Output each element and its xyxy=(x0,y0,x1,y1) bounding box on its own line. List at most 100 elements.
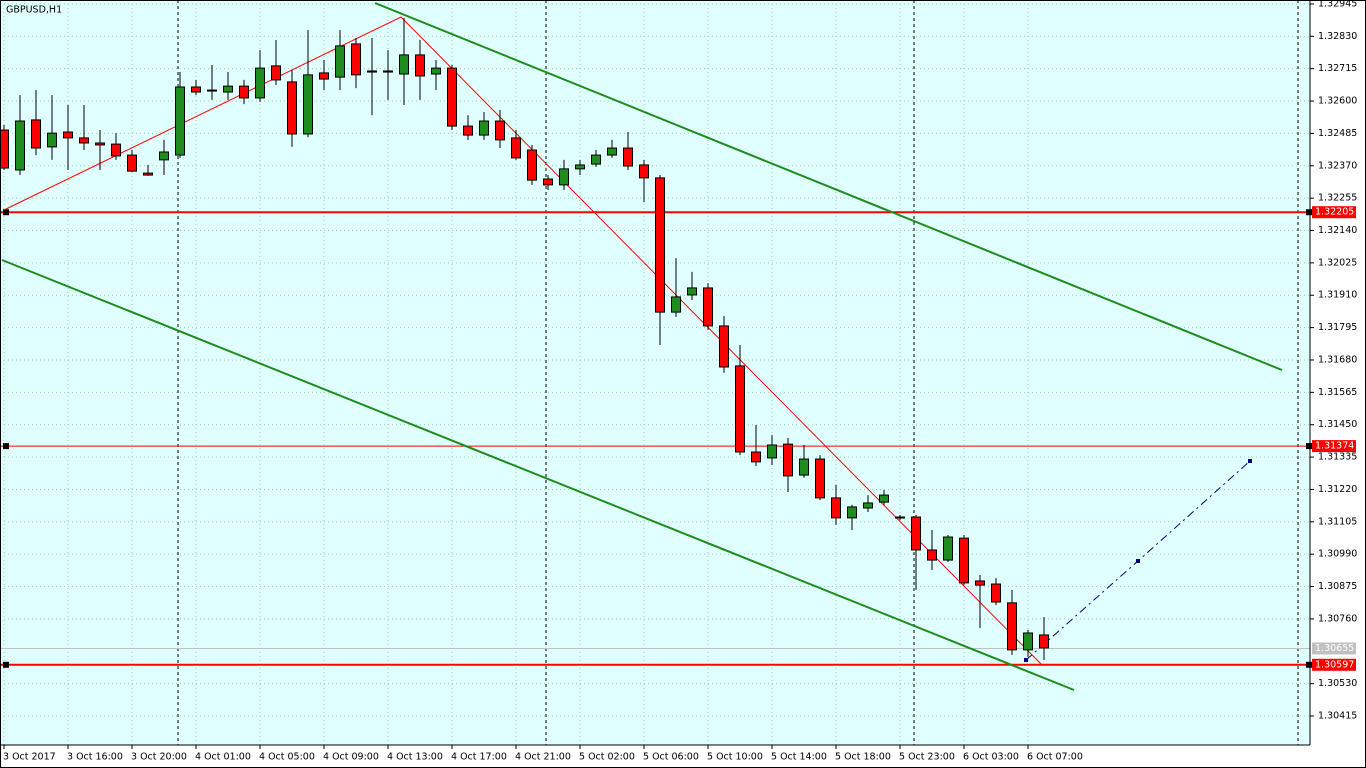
candle-body xyxy=(15,120,25,171)
level-label: 1.31374 xyxy=(1315,441,1354,452)
y-tick-label: 1.32370 xyxy=(1318,160,1357,171)
candle-body xyxy=(815,458,825,499)
channel-line xyxy=(374,2,1283,371)
candle-body xyxy=(703,287,713,327)
level-handle xyxy=(3,209,9,216)
bid-label-box xyxy=(1312,642,1356,655)
y-tick-label: 1.31335 xyxy=(1318,452,1357,463)
candle-body xyxy=(639,164,649,179)
x-tick-label: 4 Oct 09:00 xyxy=(323,752,379,763)
x-tick-label: 5 Oct 06:00 xyxy=(643,752,699,763)
y-tick-label: 1.32830 xyxy=(1318,31,1357,42)
level-handle xyxy=(1306,443,1312,450)
candle-body xyxy=(975,580,985,586)
y-tick-label: 1.30990 xyxy=(1318,549,1357,560)
candle-body xyxy=(223,85,233,93)
candle-body xyxy=(1023,632,1033,651)
level-label: 1.32205 xyxy=(1315,207,1354,218)
candle-body xyxy=(847,506,857,519)
y-tick-label: 1.32600 xyxy=(1318,96,1357,107)
candle-body xyxy=(207,89,217,92)
candle-body xyxy=(927,549,937,561)
candle-body xyxy=(1007,602,1017,651)
candle-body xyxy=(0,129,9,169)
candle-body xyxy=(383,70,393,73)
candle-body xyxy=(527,149,537,181)
candle-body xyxy=(767,444,777,459)
x-tick-label: 4 Oct 05:00 xyxy=(259,752,315,763)
y-tick-label: 1.31220 xyxy=(1318,484,1357,495)
candle-body xyxy=(351,43,361,76)
candle-body xyxy=(943,536,953,561)
y-tick-label: 1.32945 xyxy=(1318,0,1357,9)
candle-body xyxy=(863,502,873,509)
level-handle xyxy=(1306,661,1312,668)
y-tick-label: 1.32025 xyxy=(1318,257,1357,268)
candle-body xyxy=(607,147,617,156)
candle-body xyxy=(79,137,89,144)
candle-body xyxy=(367,70,377,73)
y-tick-label: 1.31795 xyxy=(1318,322,1357,333)
x-tick-label: 5 Oct 23:00 xyxy=(899,752,955,763)
candle-body xyxy=(783,443,793,477)
x-tick-label: 5 Oct 18:00 xyxy=(835,752,891,763)
y-tick-label: 1.31680 xyxy=(1318,354,1357,365)
y-tick-label: 1.31105 xyxy=(1318,516,1357,527)
candle-body xyxy=(751,451,761,463)
candle-body xyxy=(991,583,1001,603)
candle-body xyxy=(895,516,905,519)
candle-body xyxy=(879,494,889,503)
y-tick-label: 1.31565 xyxy=(1318,387,1357,398)
candle-body xyxy=(287,81,297,135)
x-tick-label: 4 Oct 01:00 xyxy=(195,752,251,763)
candle-body xyxy=(31,119,41,149)
candle-body xyxy=(447,67,457,127)
y-tick-label: 1.32485 xyxy=(1318,128,1357,139)
candle-body xyxy=(559,168,569,186)
x-tick-label: 6 Oct 03:00 xyxy=(963,752,1019,763)
level-label-box xyxy=(1312,206,1356,219)
plot-background xyxy=(0,0,1310,745)
candle-body xyxy=(591,154,601,165)
candle-body xyxy=(1039,634,1049,649)
candle-body xyxy=(431,67,441,75)
candle-body xyxy=(671,296,681,313)
candle-layer xyxy=(0,18,1049,661)
zigzag-line xyxy=(3,16,1043,666)
candle-body xyxy=(735,365,745,453)
level-label: 1.30597 xyxy=(1315,659,1354,670)
candle-body xyxy=(47,132,57,148)
y-tick-label: 1.30530 xyxy=(1318,678,1357,689)
level-handle xyxy=(3,443,9,450)
y-tick-label: 1.32255 xyxy=(1318,193,1357,204)
projection-point xyxy=(1248,459,1252,463)
candle-body xyxy=(543,178,553,186)
candle-body xyxy=(495,120,505,141)
x-tick-label: 5 Oct 02:00 xyxy=(579,752,635,763)
y-tick-label: 1.30875 xyxy=(1318,581,1357,592)
candle-body xyxy=(575,164,585,170)
period-separators xyxy=(177,0,1299,745)
level-handle xyxy=(1306,209,1312,216)
candle-body xyxy=(687,287,697,296)
candle-body xyxy=(239,85,249,99)
x-tick-label: 4 Oct 17:00 xyxy=(451,752,507,763)
candle-body xyxy=(95,142,105,146)
x-tick-label: 3 Oct 16:00 xyxy=(67,752,123,763)
candle-body xyxy=(271,65,281,81)
candle-body xyxy=(127,154,137,172)
candle-body xyxy=(319,72,329,80)
candle-body xyxy=(415,54,425,77)
candle-body xyxy=(911,516,921,551)
candle-body xyxy=(479,120,489,136)
channel-line xyxy=(1,259,1075,691)
axis-layer: 1.32945 1.32830 1.32715 1.32600 1.32485 1.323… xyxy=(3,0,1357,763)
candle-body xyxy=(655,177,665,313)
level-handle xyxy=(3,661,9,668)
level-label-box xyxy=(1312,658,1356,671)
x-tick-label: 3 Oct 2017 xyxy=(3,752,56,763)
candle-body xyxy=(143,172,153,176)
x-tick-label: 4 Oct 21:00 xyxy=(515,752,571,763)
trend-objects xyxy=(1,2,1283,691)
x-tick-label: 4 Oct 13:00 xyxy=(387,752,443,763)
